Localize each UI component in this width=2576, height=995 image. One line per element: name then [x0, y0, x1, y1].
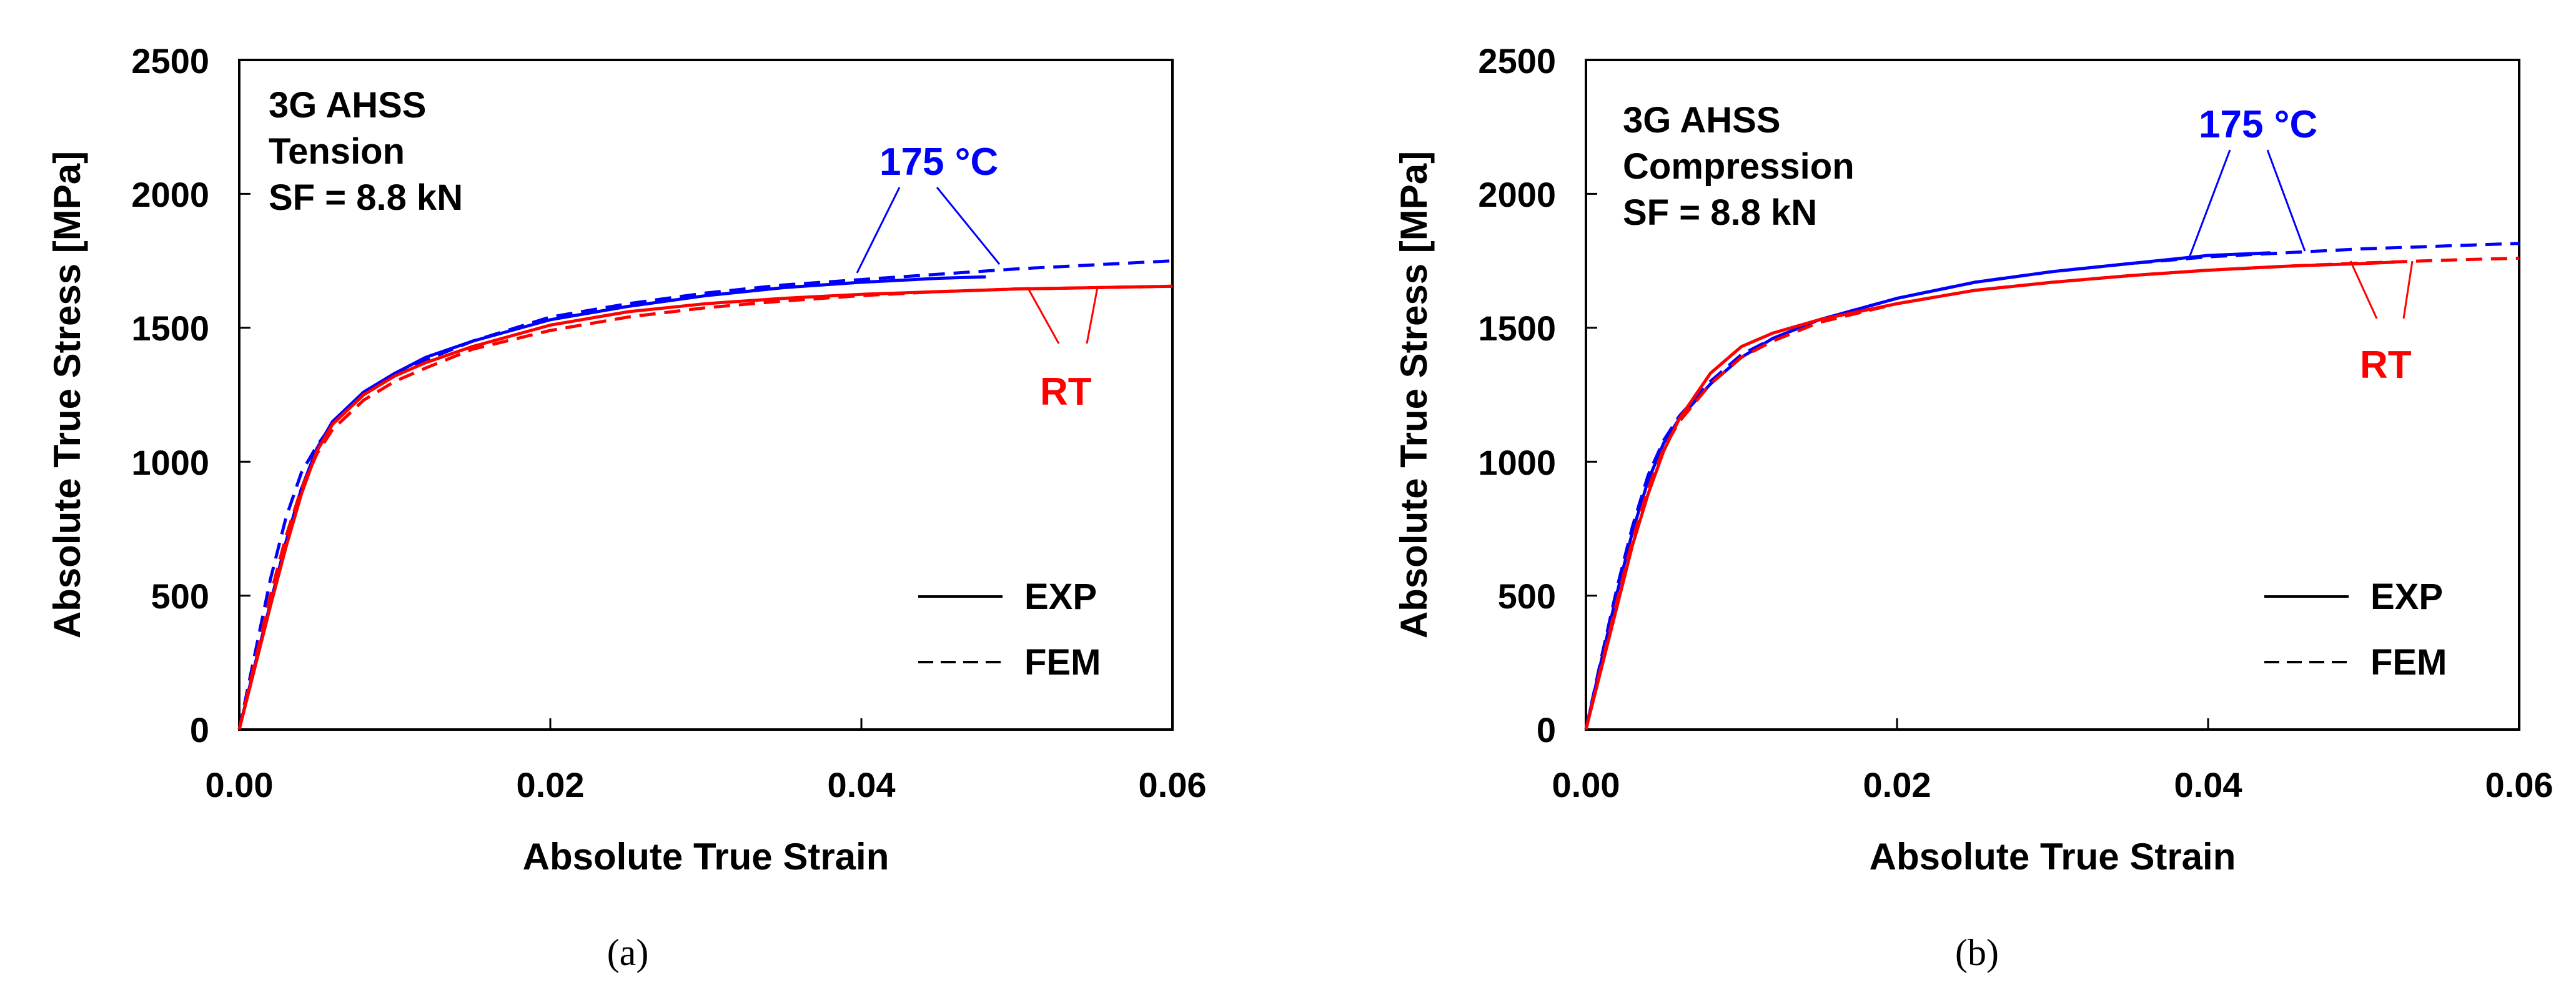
x-axis-label: Absolute True Strain: [523, 836, 889, 878]
series-line-rt-fem: [237, 284, 1173, 730]
callout-leader-rt: [2402, 260, 2414, 319]
x-tick-label: 0.06: [1139, 765, 1207, 804]
y-tick-label: 1500: [131, 309, 209, 348]
panel-a: 0 500 1000 1500 2000 2500 0.00 0.02 0.04…: [46, 41, 1207, 973]
callout-175c: 175 °C: [2199, 103, 2317, 146]
y-tick-label: 500: [1498, 577, 1556, 616]
y-tick-label: 2000: [131, 175, 209, 214]
x-axis-label: Absolute True Strain: [1870, 836, 2236, 878]
x-tick-label: 0.02: [517, 765, 585, 804]
callout-rt: RT: [2360, 344, 2412, 387]
series-line-rt-fem: [1584, 256, 2520, 730]
plot-area-b: [1585, 59, 2520, 731]
callout-leader-rt: [1026, 287, 1060, 344]
callout-leader-rt: [1086, 287, 1099, 344]
callout-leader-175c: [2188, 149, 2231, 258]
series-line-175-c-exp: [237, 275, 986, 730]
plot-area-a: [238, 59, 1174, 731]
callout-leader-rt: [2349, 260, 2378, 319]
series-line-175-c-fem: [237, 259, 1173, 730]
annotation-line: Compression: [1623, 146, 1855, 187]
marks-b: [1584, 59, 2520, 731]
y-tick-label: 500: [151, 577, 209, 616]
series-line-175-c-fem: [1584, 242, 2520, 730]
annotation-line: SF = 8.8 kN: [1623, 192, 1817, 233]
panel-caption-a: (a): [607, 932, 649, 973]
panel-b: 0 500 1000 1500 2000 2500 0.00 0.02 0.04…: [1393, 41, 2554, 973]
legend-fem-label: FEM: [1024, 642, 1101, 683]
y-tick-label: 2500: [1478, 41, 1556, 81]
y-axis-label: Absolute True Stress [MPa]: [46, 151, 88, 638]
x-tick-label: 0.04: [2174, 765, 2242, 804]
annotation-line: SF = 8.8 kN: [269, 177, 463, 218]
y-tick-label: 0: [190, 710, 209, 750]
x-tick-label: 0.00: [1552, 765, 1620, 804]
y-tick-label: 0: [1537, 710, 1556, 750]
x-tick-label: 0.06: [2485, 765, 2554, 804]
panel-caption-b: (b): [1955, 932, 1999, 973]
callout-leader-175c: [936, 187, 1001, 265]
y-tick-label: 2000: [1478, 175, 1556, 214]
y-axis-label: Absolute True Stress [MPa]: [1393, 151, 1435, 638]
y-tick-label: 2500: [131, 41, 209, 81]
legend-exp-label: EXP: [2370, 577, 2443, 617]
x-tick-label: 0.04: [828, 765, 896, 804]
marks-a: [237, 59, 1174, 731]
callout-175c: 175 °C: [879, 141, 998, 184]
callout-leader-175c: [2266, 149, 2306, 252]
legend-fem-label: FEM: [2370, 642, 2447, 683]
annotation-line: Tension: [269, 131, 405, 172]
y-tick-label: 1000: [1478, 443, 1556, 482]
callout-rt: RT: [1040, 370, 1092, 413]
annotation-line: 3G AHSS: [269, 85, 426, 126]
series-line-rt-exp: [1584, 260, 2395, 730]
callout-leader-175c: [856, 187, 901, 274]
x-tick-label: 0.00: [206, 765, 274, 804]
y-tick-label: 1500: [1478, 309, 1556, 348]
x-tick-label: 0.02: [1863, 765, 1931, 804]
annotation-line: 3G AHSS: [1623, 100, 1780, 141]
y-tick-label: 1000: [131, 443, 209, 482]
series-line-175-c-exp: [1584, 251, 2271, 730]
legend-exp-label: EXP: [1024, 577, 1097, 617]
